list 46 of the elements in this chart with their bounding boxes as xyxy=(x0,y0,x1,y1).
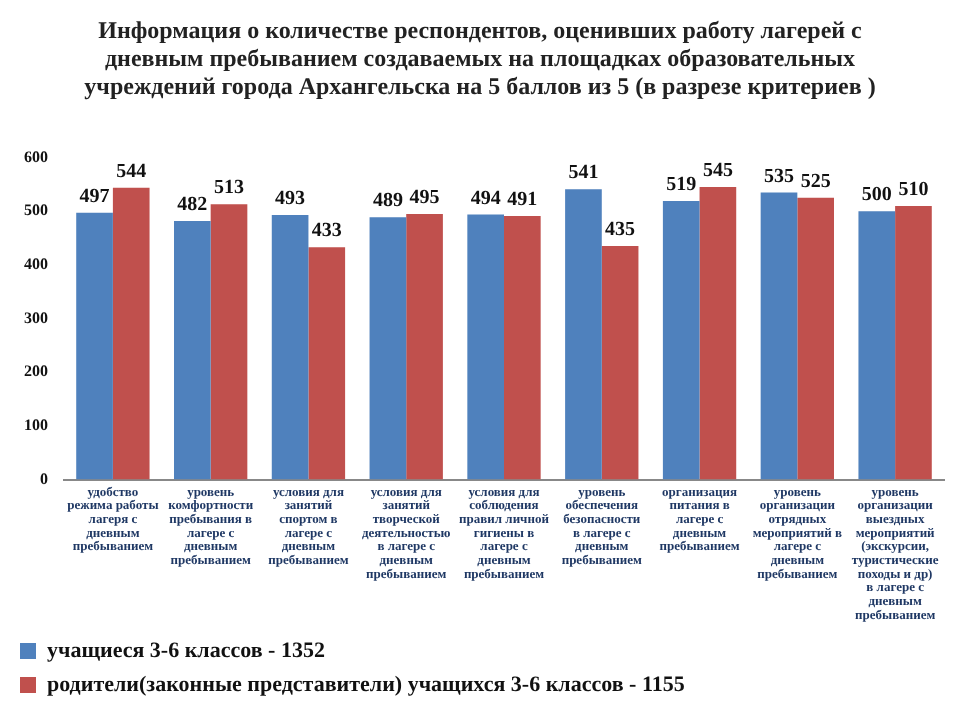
data-label: 544 xyxy=(116,160,147,183)
bar xyxy=(271,215,309,480)
bar xyxy=(112,187,150,480)
data-label: 519 xyxy=(666,174,697,197)
data-label: 497 xyxy=(79,186,110,209)
data-label: 541 xyxy=(568,162,599,185)
bar xyxy=(308,247,346,480)
bar xyxy=(895,205,932,480)
bar xyxy=(662,201,700,480)
bar xyxy=(369,217,407,480)
data-label: 495 xyxy=(409,187,440,210)
y-tick-label: 300 xyxy=(24,308,48,327)
data-label: 525 xyxy=(800,170,831,193)
legend-label: учащиеся 3-6 классов - 1352 xyxy=(47,638,326,663)
bar xyxy=(174,220,211,480)
bar xyxy=(504,216,541,480)
legend-label: родители(законные представители) учащихся 3-6 классов - 1155 xyxy=(47,672,686,697)
bar xyxy=(699,187,737,480)
y-tick-label: 100 xyxy=(24,415,48,434)
bar xyxy=(601,246,639,480)
bar xyxy=(565,189,602,480)
data-label: 510 xyxy=(898,179,929,202)
bar xyxy=(467,214,504,480)
y-tick-label: 200 xyxy=(24,362,48,381)
y-tick-label: 600 xyxy=(24,147,48,166)
y-tick-label: 0 xyxy=(40,469,48,488)
data-label: 535 xyxy=(764,165,794,188)
data-label: 482 xyxy=(177,194,208,217)
data-label: 433 xyxy=(311,220,342,243)
bar xyxy=(76,212,113,480)
bar xyxy=(797,197,834,480)
data-label: 494 xyxy=(470,187,501,210)
bar xyxy=(760,192,798,480)
data-label: 500 xyxy=(861,184,892,207)
data-label: 435 xyxy=(605,219,636,242)
data-label: 513 xyxy=(214,177,244,200)
data-label: 545 xyxy=(702,160,733,183)
data-label: 489 xyxy=(372,190,403,213)
bar xyxy=(858,211,896,480)
bar xyxy=(406,213,443,480)
bar xyxy=(210,204,248,480)
data-label: 493 xyxy=(275,188,306,211)
y-tick-label: 400 xyxy=(24,255,48,274)
data-label: 491 xyxy=(507,189,538,212)
chart-title: Информация о количестве респондентов, оценивших работу лагерей с дневным пребыванием создаваемых на площадках образовательных учреждений города Архангельска на 5 баллов из 5 (в разрезе критериев ) xyxy=(82,16,878,104)
y-tick-label: 500 xyxy=(24,201,48,220)
